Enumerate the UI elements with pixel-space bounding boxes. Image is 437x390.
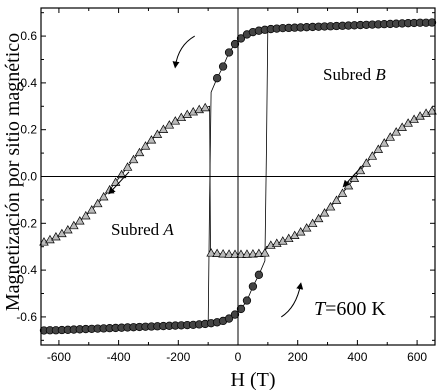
annotation-temperature: T=600 K <box>314 298 386 320</box>
data-point-triangle <box>140 141 151 150</box>
data-point-triangle <box>337 188 348 197</box>
data-point-circle <box>230 310 240 319</box>
data-point-triangle <box>260 248 270 257</box>
data-point-triangle <box>212 248 222 257</box>
arrow-right-triangle-branch <box>342 164 364 188</box>
axis-ticks: -600 -400 -200 0 200 400 600 -0.6 -0.4 -0.2 0.0 0.2… <box>16 8 435 364</box>
data-point-triangle <box>86 205 97 214</box>
data-point-triangle <box>391 127 402 136</box>
data-point-triangle <box>146 135 157 144</box>
arrow-left-triangle-branch <box>108 171 130 195</box>
x-tick-label: -400 <box>107 350 131 364</box>
annotation-subred-b: Subred B <box>323 65 386 84</box>
data-point-triangle <box>188 107 199 116</box>
x-axis-title: H (T) <box>231 369 276 390</box>
data-point-triangle <box>122 162 133 171</box>
x-tick-label: 0 <box>235 350 242 364</box>
data-point-triangle <box>63 224 73 234</box>
data-point-triangle <box>319 208 330 217</box>
arrow-upper-left <box>172 35 195 69</box>
data-point-circle <box>218 62 228 71</box>
data-point-circle <box>254 270 264 279</box>
data-point-triangle <box>152 129 163 138</box>
data-point-triangle <box>158 124 169 133</box>
data-point-circle <box>224 48 234 57</box>
data-point-triangle <box>301 223 312 232</box>
data-point-triangle <box>427 106 437 115</box>
data-point-triangle <box>379 138 390 147</box>
data-point-triangle <box>218 249 228 258</box>
data-point-triangle <box>254 248 264 257</box>
y-tick-label: 0.4 <box>20 76 37 90</box>
x-tick-label: 600 <box>407 350 427 364</box>
data-point-triangle <box>242 249 252 258</box>
arrow-lower-right <box>281 282 304 318</box>
loop-line-circle-1 <box>207 22 433 324</box>
x-tick-label: 200 <box>288 350 308 364</box>
annotation-subred-a: Subred A <box>111 220 174 239</box>
data-point-circle <box>224 314 234 323</box>
data-point-circle <box>248 282 258 291</box>
data-point-triangle <box>224 249 234 258</box>
data-point-triangle <box>397 122 407 131</box>
y-tick-label: -0.2 <box>16 216 37 230</box>
data-point-triangle <box>74 216 85 225</box>
data-point-triangle <box>98 191 109 201</box>
x-tick-label: -200 <box>166 350 190 364</box>
data-point-triangle <box>367 151 378 160</box>
data-point-triangle <box>331 195 342 204</box>
y-tick-label: -0.6 <box>16 310 37 324</box>
data-point-triangle <box>325 202 336 211</box>
data-point-circle <box>427 18 437 27</box>
data-point-triangle <box>361 158 372 167</box>
data-point-triangle <box>92 198 103 208</box>
data-point-circle <box>212 74 222 83</box>
data-point-triangle <box>373 144 384 153</box>
data-point-circle <box>242 296 252 305</box>
data-point-triangle <box>349 173 360 182</box>
data-point-triangle <box>69 220 79 230</box>
data-point-triangle <box>200 102 210 112</box>
y-tick-label: 0.2 <box>20 123 37 137</box>
x-tick-label: 400 <box>347 350 367 364</box>
data-point-circle <box>230 39 240 49</box>
data-point-circle <box>236 34 246 43</box>
direction-arrows <box>108 35 364 318</box>
data-point-triangle <box>39 237 49 246</box>
y-axis-title: Magnetización por sitio magnético <box>2 33 24 311</box>
y-tick-label: 0.0 <box>20 170 37 184</box>
y-tick-label: 0.6 <box>20 29 37 43</box>
data-point-triangle <box>116 169 127 179</box>
data-point-circle <box>236 304 246 314</box>
loop-line-circle-0 <box>43 29 269 331</box>
y-tick-label: -0.4 <box>16 263 37 277</box>
data-point-triangle <box>248 249 258 258</box>
data-point-triangle <box>230 249 240 258</box>
data-point-triangle <box>206 248 216 257</box>
data-point-triangle <box>385 132 396 141</box>
data-point-triangle <box>307 218 318 228</box>
data-point-triangle <box>128 154 139 164</box>
zero-lines <box>41 8 435 345</box>
data-point-triangle <box>134 147 145 157</box>
data-point-triangle <box>110 177 121 186</box>
data-point-triangle <box>421 108 431 117</box>
x-tick-label: -600 <box>47 350 71 364</box>
data-point-triangle <box>80 210 91 220</box>
data-point-triangle <box>313 213 324 223</box>
data-point-triangle <box>236 249 246 258</box>
data-point-triangle <box>271 238 282 247</box>
